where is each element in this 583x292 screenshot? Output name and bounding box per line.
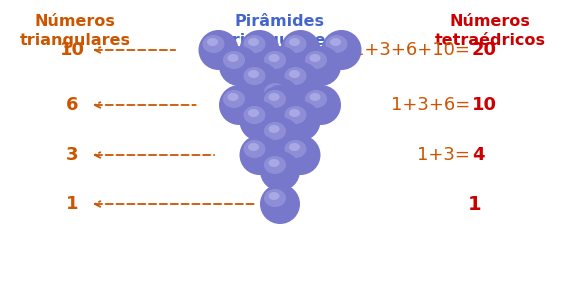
Ellipse shape — [207, 38, 218, 46]
Text: 20: 20 — [472, 41, 497, 59]
Ellipse shape — [269, 54, 279, 62]
Ellipse shape — [289, 38, 300, 46]
Ellipse shape — [260, 151, 300, 191]
Ellipse shape — [264, 122, 286, 140]
Ellipse shape — [198, 30, 238, 70]
Text: 3: 3 — [66, 146, 78, 164]
Ellipse shape — [321, 30, 361, 70]
Ellipse shape — [202, 35, 224, 53]
Ellipse shape — [244, 140, 265, 158]
Ellipse shape — [248, 143, 259, 151]
Text: 1+3+6=: 1+3+6= — [391, 96, 470, 114]
Ellipse shape — [264, 51, 286, 69]
Text: Pirâmides
triangulares: Pirâmides triangulares — [224, 14, 335, 48]
Text: 1+3+6+10=: 1+3+6+10= — [353, 41, 470, 59]
Text: 1: 1 — [468, 194, 482, 213]
Text: 1+3=: 1+3= — [417, 146, 470, 164]
Ellipse shape — [223, 90, 245, 108]
Ellipse shape — [310, 93, 321, 101]
Ellipse shape — [310, 54, 321, 62]
Ellipse shape — [269, 86, 279, 94]
Ellipse shape — [264, 189, 286, 207]
Ellipse shape — [285, 140, 307, 158]
Ellipse shape — [269, 125, 279, 133]
Ellipse shape — [219, 46, 259, 86]
Ellipse shape — [240, 30, 279, 70]
Text: Números
triangulares: Números triangulares — [19, 14, 131, 48]
Ellipse shape — [269, 93, 279, 101]
Ellipse shape — [305, 90, 327, 108]
Text: 1: 1 — [66, 195, 78, 213]
Ellipse shape — [301, 85, 341, 125]
Ellipse shape — [244, 106, 265, 124]
Ellipse shape — [280, 62, 321, 102]
Ellipse shape — [260, 117, 300, 157]
Ellipse shape — [285, 35, 307, 53]
Ellipse shape — [280, 30, 321, 70]
Ellipse shape — [264, 156, 286, 174]
Ellipse shape — [289, 143, 300, 151]
Ellipse shape — [248, 70, 259, 78]
Ellipse shape — [248, 109, 259, 117]
Ellipse shape — [244, 35, 265, 53]
Ellipse shape — [264, 83, 286, 101]
Ellipse shape — [260, 85, 300, 125]
Ellipse shape — [269, 192, 279, 200]
Ellipse shape — [240, 135, 279, 175]
Ellipse shape — [227, 54, 238, 62]
Ellipse shape — [285, 67, 307, 85]
Text: 6: 6 — [66, 96, 78, 114]
Ellipse shape — [240, 62, 279, 102]
Text: 4: 4 — [472, 146, 484, 164]
Ellipse shape — [264, 90, 286, 108]
Ellipse shape — [280, 135, 321, 175]
Ellipse shape — [289, 109, 300, 117]
Text: 10: 10 — [472, 96, 497, 114]
Ellipse shape — [227, 93, 238, 101]
Ellipse shape — [269, 159, 279, 167]
Text: 10: 10 — [59, 41, 85, 59]
Ellipse shape — [260, 184, 300, 224]
Ellipse shape — [305, 51, 327, 69]
Ellipse shape — [219, 85, 259, 125]
Ellipse shape — [260, 46, 300, 86]
Ellipse shape — [285, 106, 307, 124]
Ellipse shape — [260, 78, 300, 118]
Ellipse shape — [280, 101, 321, 141]
Ellipse shape — [244, 67, 265, 85]
Ellipse shape — [248, 38, 259, 46]
Text: Números
tetraédricos: Números tetraédricos — [434, 14, 546, 48]
Ellipse shape — [330, 38, 341, 46]
Ellipse shape — [240, 101, 279, 141]
Ellipse shape — [223, 51, 245, 69]
Ellipse shape — [301, 46, 341, 86]
Ellipse shape — [289, 70, 300, 78]
Ellipse shape — [325, 35, 347, 53]
